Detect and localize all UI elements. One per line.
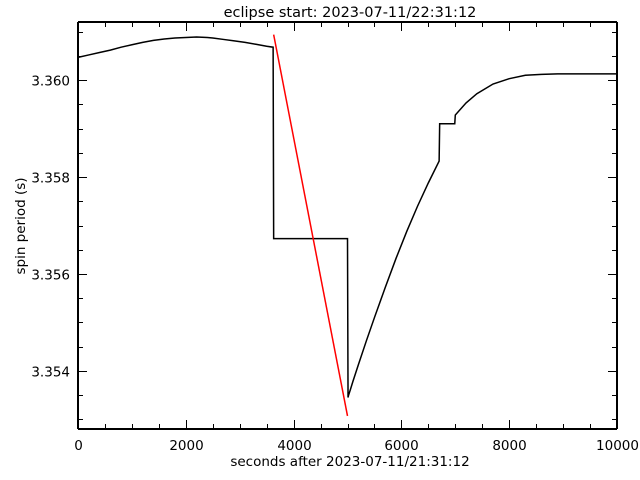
y-tick-label: 3.360 xyxy=(31,74,70,90)
x-axis-title: seconds after 2023-07-11/21:31:12 xyxy=(230,454,469,470)
x-tick-label: 2000 xyxy=(169,438,203,454)
chart-title: eclipse start: 2023-07-11/22:31:12 xyxy=(224,5,477,21)
x-tick-label: 8000 xyxy=(492,438,526,454)
series-path-0 xyxy=(77,36,617,398)
y-tick-label: 3.358 xyxy=(31,171,70,187)
chart-title-group: eclipse start: 2023-07-11/22:31:12 xyxy=(224,5,477,21)
x-axis-ticks xyxy=(77,22,619,429)
data-series-group xyxy=(77,34,617,417)
y-axis-tick-labels: 3.354 3.356 3.358 3.360 xyxy=(31,74,70,381)
x-tick-label: 10000 xyxy=(596,438,639,454)
x-tick-label: 4000 xyxy=(277,438,311,454)
x-tick-label: 0 xyxy=(74,438,83,454)
y-tick-label: 3.354 xyxy=(31,365,70,381)
y-axis-title: spin period (s) xyxy=(13,177,29,274)
axes-frame xyxy=(77,21,618,430)
series-path-1 xyxy=(272,34,349,417)
x-axis-tick-labels: 0 2000 4000 6000 8000 10000 xyxy=(74,438,639,454)
y-tick-label: 3.356 xyxy=(31,268,70,284)
x-tick-label: 6000 xyxy=(384,438,418,454)
